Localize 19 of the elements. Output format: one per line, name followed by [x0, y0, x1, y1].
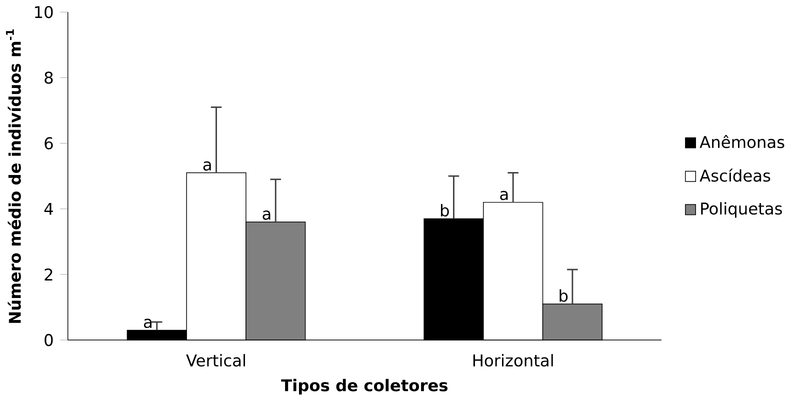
annotation: a — [500, 191, 508, 200]
y-tick-label: 0 — [44, 334, 53, 346]
annotation: a — [144, 319, 152, 328]
y-tick-label: 4 — [44, 203, 53, 215]
annotation: a — [262, 210, 270, 220]
y-tick-label: 10 — [35, 6, 53, 18]
y-tick-label: 8 — [44, 72, 53, 84]
x-tick-label: Horizontal — [473, 354, 553, 367]
legend-label: Ascídeas — [700, 168, 770, 182]
x-axis-title: Tipos de coletores — [281, 379, 448, 395]
y-tick-label: 2 — [44, 268, 52, 281]
legend-label: Anêmonas — [700, 135, 784, 148]
annotation: b — [440, 204, 449, 217]
x-tick-label: Vertical — [186, 354, 246, 367]
annotation: a — [203, 162, 211, 171]
y-tick-label: 6 — [44, 137, 53, 150]
y-axis-title: Número médio de indivíduos m$^{-1}$ — [6, 30, 21, 324]
annotation: b — [560, 290, 568, 302]
legend-label: Poliquetas — [701, 202, 782, 218]
